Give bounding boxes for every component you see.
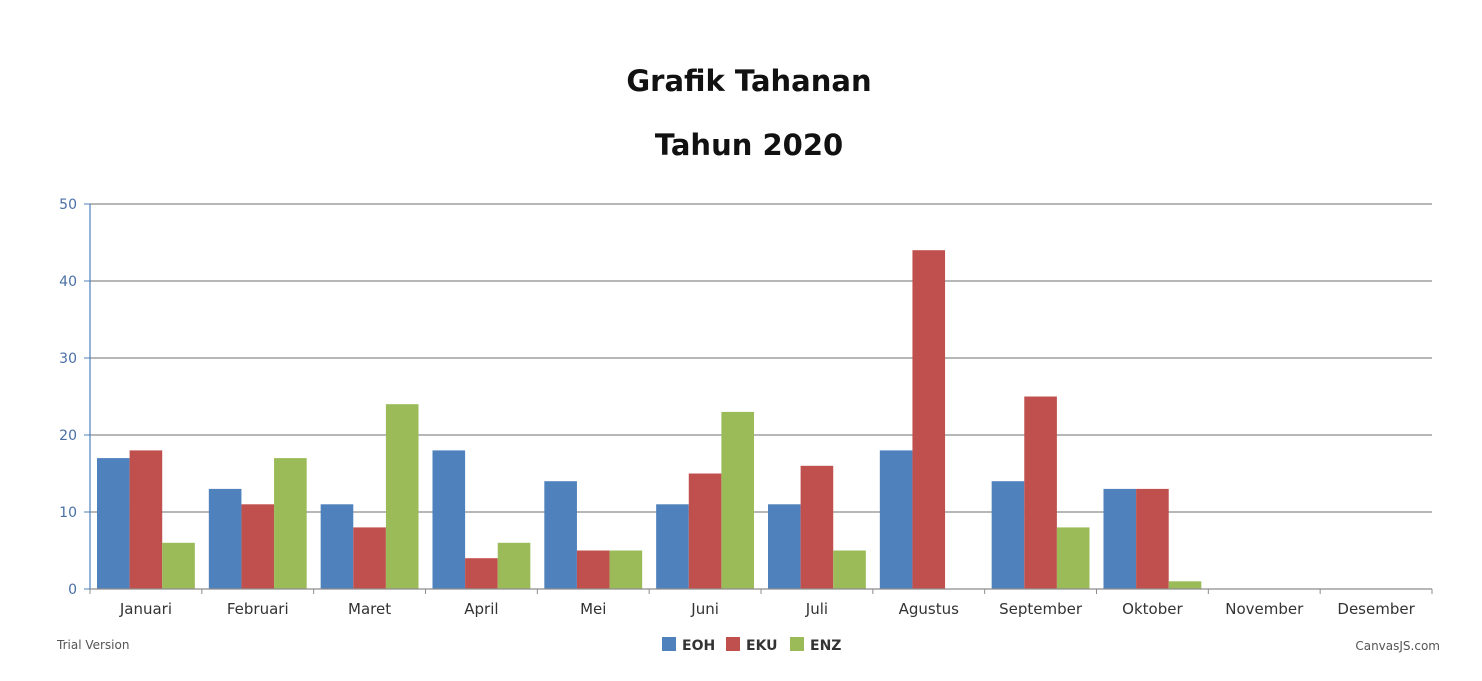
bar-enz[interactable] bbox=[1168, 581, 1202, 589]
bar-eku[interactable] bbox=[1024, 396, 1057, 590]
bar-eoh[interactable] bbox=[320, 504, 354, 589]
bar-eoh[interactable] bbox=[767, 504, 801, 589]
x-tick-label: Agustus bbox=[899, 600, 959, 618]
bar-enz[interactable] bbox=[385, 404, 419, 589]
y-tick-label: 40 bbox=[59, 274, 77, 290]
y-tick-label: 0 bbox=[68, 582, 77, 598]
bar-enz[interactable] bbox=[162, 542, 195, 589]
bar-eku[interactable] bbox=[1136, 488, 1169, 589]
x-tick-label: September bbox=[999, 600, 1083, 618]
bar-eku[interactable] bbox=[353, 527, 386, 589]
bar-eoh[interactable] bbox=[96, 458, 130, 589]
x-tick-label: Februari bbox=[227, 600, 289, 618]
bar-eoh[interactable] bbox=[544, 481, 577, 589]
x-tick-label: Juli bbox=[805, 600, 828, 618]
bar-eku[interactable] bbox=[912, 250, 946, 589]
bar-eoh[interactable] bbox=[879, 450, 913, 589]
bar-eoh[interactable] bbox=[432, 450, 466, 589]
legend-swatch-enz bbox=[790, 637, 804, 651]
legend-label-eoh[interactable]: EOH bbox=[682, 638, 715, 654]
x-tick-label: April bbox=[464, 600, 498, 618]
bar-eoh[interactable] bbox=[1103, 488, 1137, 589]
x-tick-label: Juni bbox=[690, 600, 719, 618]
bar-enz[interactable] bbox=[1056, 527, 1090, 589]
y-tick-label: 30 bbox=[59, 351, 77, 367]
bar-eoh[interactable] bbox=[656, 504, 689, 589]
legend-swatch-eku bbox=[726, 637, 740, 651]
bar-eku[interactable] bbox=[465, 558, 498, 589]
bar-enz[interactable] bbox=[721, 411, 755, 589]
x-tick-label: Oktober bbox=[1122, 600, 1183, 618]
x-tick-label: November bbox=[1225, 600, 1304, 618]
canvasjs-credit-link[interactable]: CanvasJS.com bbox=[1355, 639, 1440, 653]
x-tick-label: Maret bbox=[348, 600, 391, 618]
chart-subtitle: Tahun 2020 bbox=[654, 128, 844, 162]
legend-label-eku[interactable]: EKU bbox=[746, 638, 778, 654]
bar-eku[interactable] bbox=[800, 465, 834, 589]
bar-eku[interactable] bbox=[688, 473, 722, 590]
legend-swatch-eoh bbox=[662, 637, 676, 651]
bar-enz[interactable] bbox=[497, 542, 531, 589]
x-tick-label: Januari bbox=[119, 600, 172, 618]
chart-title: Grafik Tahanan bbox=[626, 64, 872, 98]
bar-enz[interactable] bbox=[274, 458, 307, 589]
x-tick-label: Mei bbox=[580, 600, 606, 618]
x-tick-label: Desember bbox=[1337, 600, 1415, 618]
bar-eku[interactable] bbox=[576, 550, 610, 590]
bar-eoh[interactable] bbox=[208, 488, 242, 589]
bar-eku[interactable] bbox=[129, 450, 163, 589]
y-tick-label: 20 bbox=[59, 428, 77, 444]
legend-label-enz[interactable]: ENZ bbox=[810, 638, 841, 654]
y-tick-label: 10 bbox=[59, 505, 77, 521]
trial-version-label: Trial Version bbox=[57, 638, 130, 652]
bar-eoh[interactable] bbox=[991, 481, 1025, 589]
y-tick-label: 50 bbox=[59, 197, 77, 213]
bar-enz[interactable] bbox=[833, 550, 866, 590]
bar-eku[interactable] bbox=[241, 504, 275, 589]
bar-enz[interactable] bbox=[609, 550, 643, 590]
